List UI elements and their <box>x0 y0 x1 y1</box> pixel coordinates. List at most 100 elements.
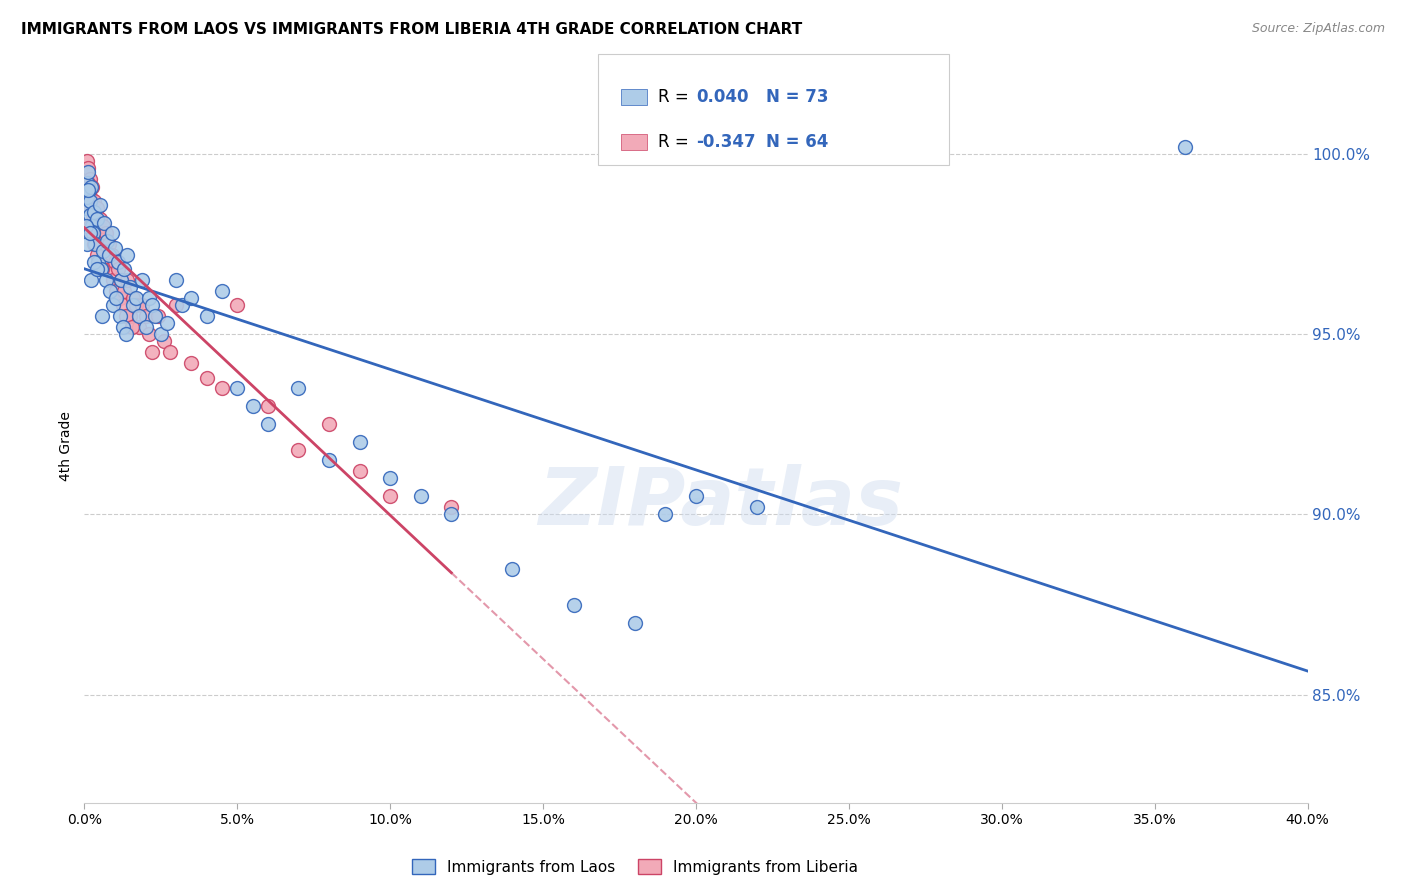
Point <box>79 172 101 186</box>
Point <box>84 237 107 252</box>
Point <box>75 219 97 234</box>
Point <box>242 400 264 414</box>
Point <box>107 255 129 269</box>
Point <box>440 508 463 522</box>
Text: ZIPatlas: ZIPatlas <box>538 464 903 542</box>
Point <box>82 208 104 222</box>
Point <box>94 227 117 241</box>
Point <box>79 219 101 234</box>
Point <box>91 310 114 324</box>
Text: Source: ZipAtlas.com: Source: ZipAtlas.com <box>1251 22 1385 36</box>
Point <box>111 320 134 334</box>
Point <box>349 435 371 450</box>
Text: 0.040: 0.040 <box>696 88 748 106</box>
Point <box>104 255 127 269</box>
Point <box>76 176 98 190</box>
Text: R =: R = <box>658 88 695 106</box>
Point <box>349 464 371 478</box>
Point <box>128 310 150 324</box>
Point <box>98 262 121 277</box>
Point <box>146 310 169 324</box>
Point <box>562 598 585 612</box>
Point <box>86 211 108 226</box>
Point <box>86 201 108 215</box>
Point <box>654 508 676 522</box>
Point <box>93 215 115 229</box>
Point <box>76 190 98 204</box>
Point <box>86 248 108 262</box>
Point <box>131 298 153 312</box>
Point <box>120 310 142 324</box>
Point <box>94 273 117 287</box>
Point <box>80 219 103 234</box>
Point <box>685 490 707 504</box>
Point <box>318 417 340 432</box>
Point <box>125 291 148 305</box>
Point <box>165 273 187 287</box>
Point <box>79 227 101 241</box>
Point <box>120 280 142 294</box>
Point <box>318 453 340 467</box>
Point <box>80 227 103 241</box>
Point <box>107 262 129 277</box>
Text: N = 64: N = 64 <box>766 133 828 151</box>
Point <box>105 284 128 298</box>
Point <box>125 298 148 312</box>
Point <box>75 201 97 215</box>
Point <box>211 381 233 395</box>
Point <box>115 248 138 262</box>
Point <box>122 291 145 305</box>
Point <box>159 345 181 359</box>
Point <box>143 310 166 324</box>
Point <box>83 237 105 252</box>
Point <box>138 291 160 305</box>
Point <box>77 161 100 176</box>
Point <box>128 320 150 334</box>
Point <box>502 561 524 575</box>
Point <box>440 500 463 515</box>
Point <box>77 183 100 197</box>
Point <box>180 356 202 370</box>
Text: N = 73: N = 73 <box>766 88 828 106</box>
Point <box>105 291 128 305</box>
Point <box>257 417 280 432</box>
Point <box>101 248 124 262</box>
Point <box>380 490 402 504</box>
Point <box>110 273 132 287</box>
Point <box>77 165 100 179</box>
Point <box>80 201 103 215</box>
Point <box>91 219 114 234</box>
Point <box>135 320 157 334</box>
Point <box>98 284 121 298</box>
Point <box>287 381 309 395</box>
Point <box>87 227 110 241</box>
Text: R =: R = <box>658 133 695 151</box>
Point <box>114 327 136 342</box>
Point <box>76 154 98 169</box>
Y-axis label: 4th Grade: 4th Grade <box>59 411 73 481</box>
Point <box>91 262 114 277</box>
Point <box>89 211 111 226</box>
Point <box>287 442 309 457</box>
Legend: Immigrants from Laos, Immigrants from Liberia: Immigrants from Laos, Immigrants from Li… <box>405 853 865 880</box>
Point <box>257 400 280 414</box>
Point <box>80 179 103 194</box>
Point <box>112 284 135 298</box>
Point <box>195 370 218 384</box>
Point <box>112 262 135 277</box>
Point <box>172 298 194 312</box>
Point <box>110 273 132 287</box>
Point <box>156 317 179 331</box>
Point <box>90 237 112 252</box>
Point <box>135 310 157 324</box>
Point <box>141 298 163 312</box>
Point <box>409 490 432 504</box>
Point <box>76 237 98 252</box>
Point <box>153 334 176 349</box>
Point <box>86 262 108 277</box>
Point <box>165 298 187 312</box>
Point <box>80 179 103 194</box>
Point <box>77 183 100 197</box>
Point <box>122 298 145 312</box>
Point <box>96 234 118 248</box>
